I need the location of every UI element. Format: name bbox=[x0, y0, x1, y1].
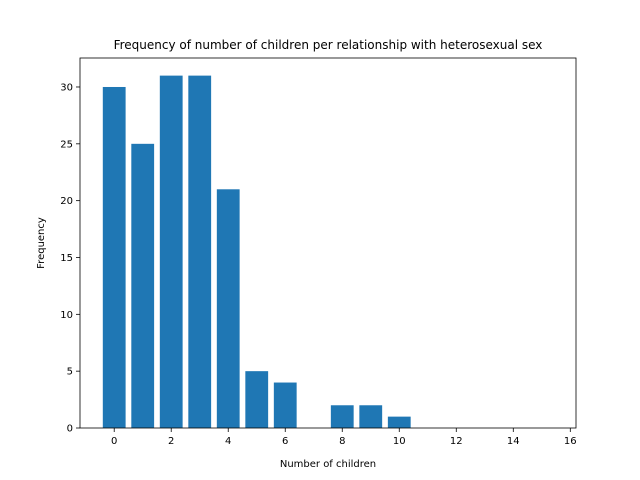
bar-3 bbox=[188, 75, 212, 428]
y-tick-label: 10 bbox=[60, 310, 73, 321]
x-tick-label: 16 bbox=[564, 436, 577, 447]
bar-9 bbox=[359, 405, 383, 428]
bar-2 bbox=[159, 75, 183, 428]
x-tick-label: 2 bbox=[168, 436, 174, 447]
x-tick-label: 10 bbox=[393, 436, 406, 447]
bar-0 bbox=[102, 86, 126, 428]
bar-8 bbox=[330, 405, 354, 428]
y-tick-label: 5 bbox=[67, 367, 73, 378]
y-tick-label: 20 bbox=[60, 196, 73, 207]
x-axis-label: Number of children bbox=[280, 459, 376, 470]
bar-6 bbox=[273, 382, 297, 428]
y-tick-label: 25 bbox=[60, 139, 73, 150]
bar-4 bbox=[216, 189, 240, 428]
y-tick-label: 15 bbox=[60, 253, 73, 264]
x-tick-label: 14 bbox=[507, 436, 520, 447]
bars-group bbox=[102, 75, 411, 428]
x-axis-ticks: 0 2 4 6 8 10 12 14 16 bbox=[111, 428, 577, 447]
chart-title: Frequency of number of children per rela… bbox=[114, 38, 543, 52]
bar-10 bbox=[387, 416, 411, 428]
x-tick-label: 6 bbox=[282, 436, 288, 447]
y-axis-label: Frequency bbox=[36, 217, 47, 269]
y-axis-ticks: 0 5 10 15 20 25 30 bbox=[60, 82, 80, 435]
x-tick-label: 0 bbox=[111, 436, 117, 447]
y-tick-label: 0 bbox=[67, 424, 73, 435]
bar-1 bbox=[131, 143, 155, 428]
y-tick-label: 30 bbox=[60, 82, 73, 93]
x-tick-label: 12 bbox=[450, 436, 463, 447]
plot-frame bbox=[79, 57, 577, 429]
x-tick-label: 4 bbox=[225, 436, 231, 447]
bar-5 bbox=[245, 371, 269, 428]
x-tick-label: 8 bbox=[339, 436, 345, 447]
